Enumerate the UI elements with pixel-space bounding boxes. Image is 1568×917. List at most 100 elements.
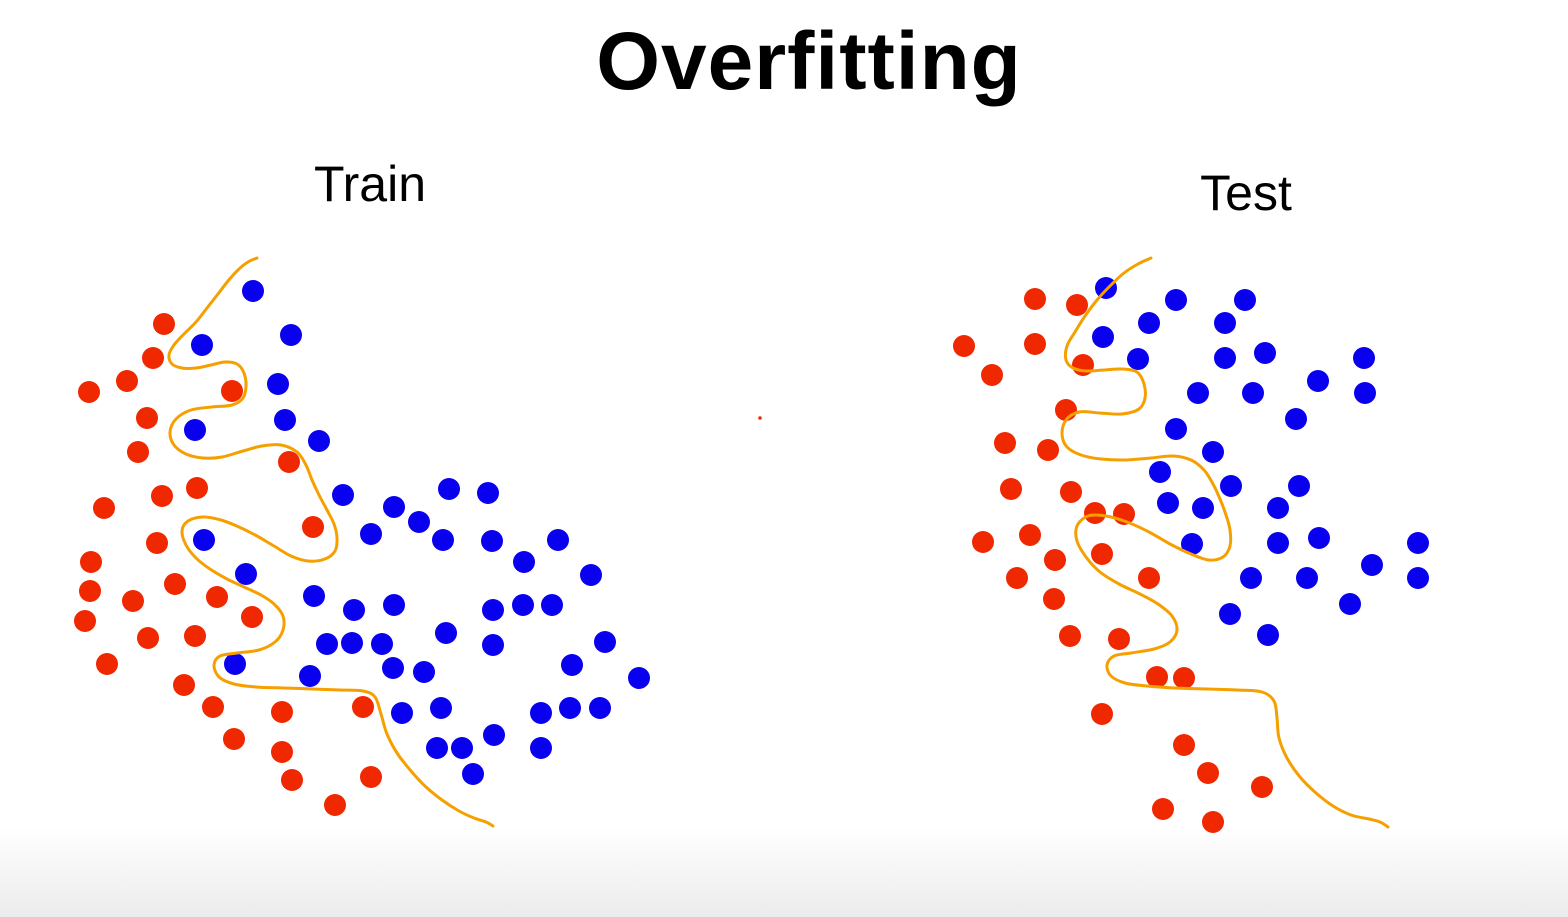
test-red-point-5: [981, 364, 1003, 386]
test-red-point-28: [1152, 798, 1174, 820]
train-red-point-18: [241, 606, 263, 628]
test-decision-boundary: [1060, 256, 1390, 829]
test-red-point-13: [1019, 524, 1041, 546]
train-red-point-24: [202, 696, 224, 718]
test-red-point-7: [994, 432, 1016, 454]
train-blue-point-11: [408, 511, 430, 533]
test-red-point-25: [1173, 734, 1195, 756]
test-red-point-21: [1108, 628, 1130, 650]
train-blue-point-41: [559, 697, 581, 719]
test-blue-point-10: [1187, 382, 1209, 404]
train-blue-point-34: [382, 657, 404, 679]
test-blue-point-6: [1127, 348, 1149, 370]
train-blue-point-5: [184, 419, 206, 441]
test-red-point-22: [1146, 666, 1168, 688]
train-blue-point-26: [316, 633, 338, 655]
train-blue-point-37: [628, 667, 650, 689]
test-red-point-16: [1044, 549, 1066, 571]
test-red-point-4: [1072, 354, 1094, 376]
test-blue-point-22: [1267, 497, 1289, 519]
train-red-point-26: [352, 696, 374, 718]
train-red-point-27: [223, 728, 245, 750]
train-red-point-23: [173, 674, 195, 696]
train-blue-point-43: [483, 724, 505, 746]
train-blue-point-3: [267, 373, 289, 395]
train-blue-point-40: [530, 702, 552, 724]
train-blue-point-29: [435, 622, 457, 644]
train-red-point-6: [127, 441, 149, 463]
stray-red-dot: [758, 416, 762, 420]
train-blue-point-19: [580, 564, 602, 586]
train-blue-point-27: [341, 632, 363, 654]
train-red-point-14: [79, 580, 101, 602]
test-blue-point-4: [1214, 312, 1236, 334]
train-red-point-4: [221, 380, 243, 402]
test-blue-point-29: [1361, 554, 1383, 576]
train-blue-point-18: [235, 563, 257, 585]
train-red-point-9: [151, 485, 173, 507]
train-blue-point-15: [481, 530, 503, 552]
test-red-point-26: [1197, 762, 1219, 784]
train-red-point-22: [96, 653, 118, 675]
train-red-point-10: [93, 497, 115, 519]
train-red-point-11: [302, 516, 324, 538]
train-red-point-2: [78, 381, 100, 403]
test-red-point-29: [1202, 811, 1224, 833]
train-red-point-12: [146, 532, 168, 554]
train-blue-point-28: [371, 633, 393, 655]
train-blue-point-23: [482, 599, 504, 621]
slide-title: Overfitting: [596, 16, 1022, 107]
test-blue-point-12: [1307, 370, 1329, 392]
test-blue-point-19: [1288, 475, 1310, 497]
test-red-point-1: [1066, 294, 1088, 316]
train-red-point-7: [278, 451, 300, 473]
test-blue-point-14: [1285, 408, 1307, 430]
train-blue-point-9: [438, 478, 460, 500]
test-blue-point-15: [1165, 418, 1187, 440]
train-blue-point-47: [462, 763, 484, 785]
train-blue-point-7: [332, 484, 354, 506]
train-red-point-30: [360, 766, 382, 788]
test-red-point-20: [1059, 625, 1081, 647]
test-red-point-8: [1037, 439, 1059, 461]
test-blue-point-21: [1192, 497, 1214, 519]
test-red-point-15: [1091, 543, 1113, 565]
train-blue-point-38: [391, 702, 413, 724]
train-blue-point-36: [561, 654, 583, 676]
train-red-point-0: [153, 313, 175, 335]
test-red-point-10: [1060, 481, 1082, 503]
train-blue-point-45: [451, 737, 473, 759]
test-blue-point-3: [1138, 312, 1160, 334]
test-red-point-9: [1000, 478, 1022, 500]
test-blue-point-7: [1214, 347, 1236, 369]
train-blue-point-4: [274, 409, 296, 431]
train-red-point-17: [206, 586, 228, 608]
test-red-point-18: [1138, 567, 1160, 589]
train-blue-point-31: [594, 631, 616, 653]
train-red-point-21: [184, 625, 206, 647]
test-red-point-2: [953, 335, 975, 357]
train-red-point-16: [164, 573, 186, 595]
train-blue-point-13: [432, 529, 454, 551]
test-red-point-11: [1084, 502, 1106, 524]
train-blue-point-8: [383, 496, 405, 518]
train-red-point-31: [324, 794, 346, 816]
test-blue-point-26: [1407, 532, 1429, 554]
test-red-point-0: [1024, 288, 1046, 310]
test-blue-point-25: [1308, 527, 1330, 549]
train-blue-point-25: [541, 594, 563, 616]
test-blue-point-33: [1257, 624, 1279, 646]
test-red-point-27: [1251, 776, 1273, 798]
train-blue-point-39: [430, 697, 452, 719]
train-red-point-1: [142, 347, 164, 369]
train-blue-point-12: [360, 523, 382, 545]
train-blue-point-17: [513, 551, 535, 573]
train-blue-point-2: [191, 334, 213, 356]
test-red-point-14: [972, 531, 994, 553]
test-red-point-23: [1173, 667, 1195, 689]
test-blue-point-16: [1202, 441, 1224, 463]
train-blue-point-6: [308, 430, 330, 452]
test-panel-label: Test: [1200, 165, 1292, 221]
